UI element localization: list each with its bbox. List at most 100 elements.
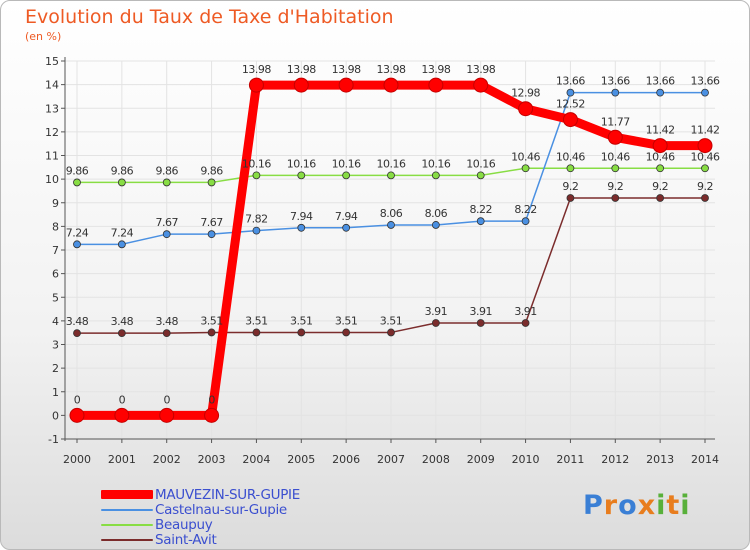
data-point <box>431 319 440 327</box>
legend-item: Castelnau-sur-Gupie <box>101 502 300 518</box>
y-tick-label: 2 <box>52 362 59 375</box>
y-tick-label: 3 <box>52 339 59 352</box>
data-label: 9.2 <box>697 180 713 193</box>
y-tick-label: 15 <box>45 55 59 68</box>
series-group <box>69 77 713 423</box>
data-point <box>431 171 440 180</box>
data-point <box>656 194 665 202</box>
data-label: 0 <box>208 393 215 406</box>
data-point <box>342 223 351 232</box>
x-tick-label: 2013 <box>646 453 674 466</box>
x-tick-label: 2007 <box>377 453 405 466</box>
legend-label: MAUVEZIN-SUR-GUPIE <box>155 486 300 503</box>
data-label: 10.16 <box>287 157 316 170</box>
data-label: 9.86 <box>155 164 178 177</box>
y-tick-label: 7 <box>52 244 59 257</box>
data-point <box>73 178 81 187</box>
y-tick-label: 12 <box>45 126 59 139</box>
y-tick-label: -1 <box>48 433 59 446</box>
data-label: 10.46 <box>556 150 585 163</box>
x-tick-label: 2005 <box>287 453 315 466</box>
y-tick-label: 11 <box>45 150 59 163</box>
x-tick-label: 2001 <box>108 453 136 466</box>
y-tick-label: 8 <box>52 220 59 233</box>
data-point <box>521 319 530 327</box>
data-label: 13.98 <box>377 63 406 76</box>
x-tick-label: 2009 <box>467 453 495 466</box>
data-label: 7.67 <box>155 216 178 229</box>
legend-item: MAUVEZIN-SUR-GUPIE <box>101 486 300 503</box>
x-tick-label: 2000 <box>63 453 91 466</box>
data-point <box>562 112 578 128</box>
data-label: 0 <box>163 393 170 406</box>
chart-subtitle: (en %) <box>25 30 62 43</box>
data-point <box>656 88 665 97</box>
data-point <box>207 328 216 337</box>
data-label: 3.51 <box>290 314 313 327</box>
y-tick-label: 4 <box>52 315 59 328</box>
data-label: 8.22 <box>469 203 492 216</box>
legend-swatch <box>101 508 153 511</box>
data-point <box>566 88 575 97</box>
data-label: 7.24 <box>111 226 134 239</box>
legend-label: Saint-Avit <box>155 531 217 548</box>
data-label: 3.48 <box>66 315 89 328</box>
data-point <box>297 223 306 232</box>
y-tick-label: 10 <box>45 173 59 186</box>
data-point <box>656 164 665 173</box>
data-point <box>473 77 489 93</box>
y-tick-label: 6 <box>52 268 59 281</box>
x-tick-label: 2010 <box>512 453 540 466</box>
legend-item: Beaupuy <box>101 517 300 533</box>
data-label: 13.98 <box>287 63 316 76</box>
data-label: 11.42 <box>691 124 720 137</box>
data-point <box>338 77 354 93</box>
y-tick-label: 0 <box>52 409 59 422</box>
data-point <box>566 164 575 173</box>
data-label: 3.51 <box>380 314 403 327</box>
data-label: 13.98 <box>466 63 495 76</box>
data-point <box>73 329 81 338</box>
data-label: 13.98 <box>421 63 450 76</box>
data-label: 10.16 <box>242 157 271 170</box>
grid-lines <box>65 60 715 440</box>
data-point <box>204 407 220 423</box>
data-label: 13.66 <box>691 75 720 88</box>
x-tick-label: 2002 <box>153 453 181 466</box>
data-label: 10.16 <box>377 157 406 170</box>
x-tick-label: 2014 <box>691 453 719 466</box>
data-label: 13.66 <box>556 75 585 88</box>
data-label: 10.46 <box>691 150 720 163</box>
data-point <box>387 171 395 180</box>
data-point <box>518 101 534 117</box>
data-point <box>252 226 261 235</box>
logo-letter: P <box>583 490 604 521</box>
data-label: 10.46 <box>601 150 630 163</box>
data-point <box>521 217 530 226</box>
data-point <box>207 178 216 187</box>
data-label: 12.98 <box>511 87 540 100</box>
data-label: 10.16 <box>466 157 495 170</box>
data-label: 13.66 <box>646 75 675 88</box>
data-point <box>114 407 130 423</box>
data-label: 7.82 <box>245 213 268 226</box>
data-label: 12.52 <box>556 98 585 111</box>
data-point <box>293 77 309 93</box>
data-label: 13.66 <box>601 75 630 88</box>
data-labels: 0 0 0 0 13.98 13.98 13.98 13.98 13.98 13.98 12.98 1… <box>66 63 721 406</box>
data-point <box>476 171 485 180</box>
data-label: 3.48 <box>111 315 134 328</box>
logo-letter: r <box>603 490 619 521</box>
data-label: 9.86 <box>66 164 89 177</box>
y-tick-label: 5 <box>52 291 59 304</box>
data-label: 13.98 <box>242 63 271 76</box>
data-point <box>701 164 709 173</box>
x-tick-label: 2012 <box>601 453 629 466</box>
x-tick-label: 2011 <box>556 453 584 466</box>
data-point <box>652 138 668 154</box>
legend-swatch <box>101 538 153 541</box>
data-label: 11.77 <box>601 115 630 128</box>
y-tick-label: 9 <box>52 197 59 210</box>
data-point <box>607 129 623 145</box>
